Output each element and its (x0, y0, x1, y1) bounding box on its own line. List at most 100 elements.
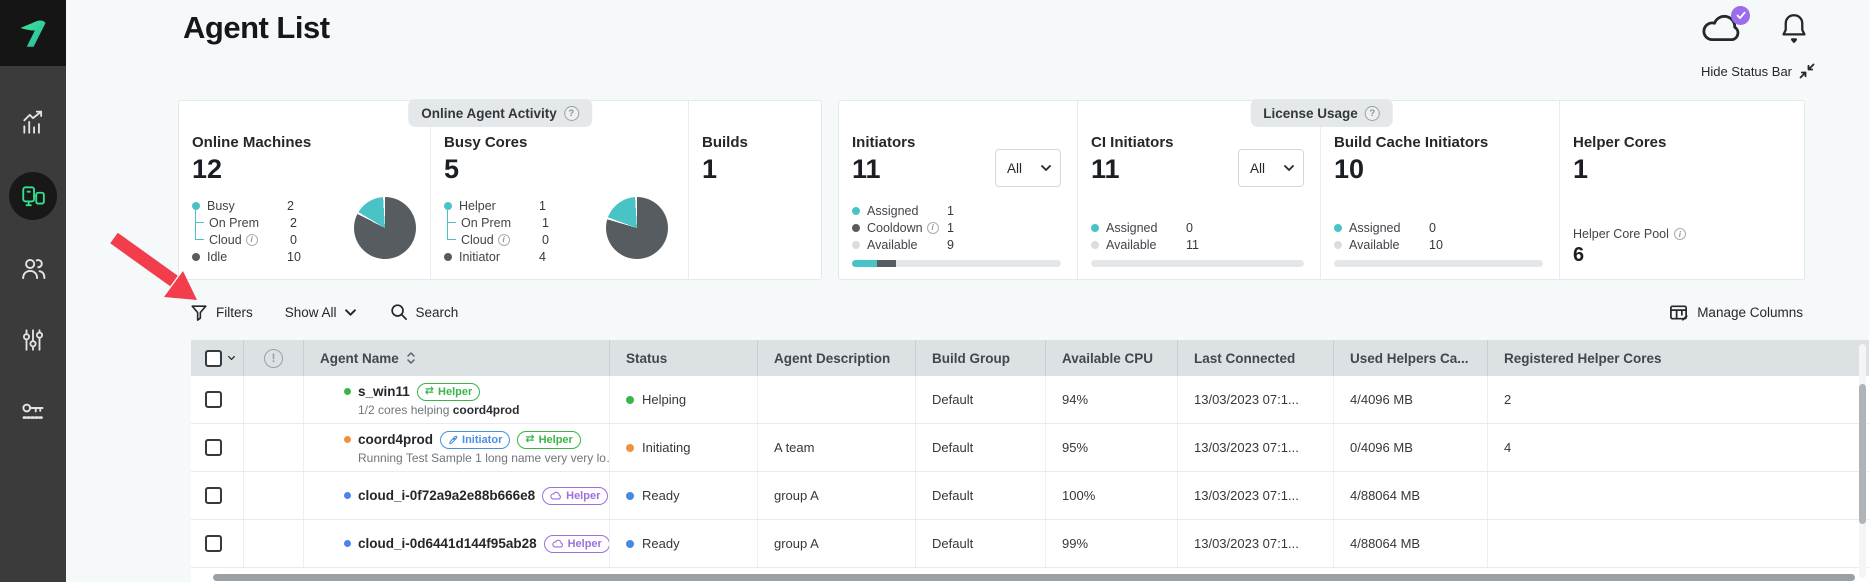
legend-value: 2 (290, 215, 297, 230)
agent-name: coord4prod (358, 432, 434, 447)
sidebar (0, 0, 66, 582)
legend-dot (1091, 240, 1099, 249)
notifications-button[interactable] (1780, 12, 1808, 49)
cloud-check-badge (1731, 6, 1750, 25)
row-checkbox[interactable] (205, 439, 222, 456)
alert-column-icon: ! (264, 348, 283, 368)
row-checkbox[interactable] (205, 535, 222, 552)
legend: Assigned 0 Available 11 (1091, 219, 1304, 253)
sort-icon[interactable] (406, 351, 416, 365)
legend-value: 11 (1186, 237, 1199, 252)
agent-name: cloud_i-0f72a9a2e88b666e8 (358, 488, 536, 503)
sidebar-item-users[interactable] (9, 244, 57, 292)
busy-cores-pie-chart (606, 197, 668, 259)
users-icon (21, 258, 45, 279)
sliders-icon (22, 329, 44, 351)
select-all-checkbox[interactable] (205, 349, 222, 367)
filters-button[interactable]: Filters (190, 303, 253, 322)
column-header-build-group: Build Group (916, 340, 1046, 376)
status-label: Initiating (642, 440, 691, 455)
legend-dot (852, 206, 860, 215)
show-all-dropdown[interactable]: Show All (285, 305, 356, 320)
chevron-down-icon[interactable] (228, 355, 235, 361)
swap-icon: ⇄ (424, 385, 435, 397)
table-row[interactable]: s_win11 ⇄ Helper 1/2 cores helping coord… (191, 376, 1869, 424)
legend-dot (1334, 223, 1342, 232)
status-dot (626, 395, 634, 404)
sidebar-item-licenses[interactable] (9, 388, 57, 436)
available-cpu: 99% (1062, 536, 1089, 551)
row-checkbox[interactable] (205, 391, 222, 408)
agent-description: group A (774, 488, 819, 503)
online-agent-activity-panel: Online Agent Activity ? Online Machines … (178, 99, 822, 280)
legend-dot (192, 201, 200, 210)
cloud-status-button[interactable] (1700, 6, 1750, 47)
info-icon[interactable]: i (1673, 228, 1686, 240)
cloud-icon (550, 491, 562, 500)
tile-title: Busy Cores (444, 134, 528, 151)
table-row[interactable]: coord4prod Initiator ⇄ Helper Running Te… (191, 424, 1869, 472)
legend-value: 10 (287, 249, 301, 264)
info-icon[interactable]: i (245, 233, 258, 246)
build-group: Default (932, 440, 974, 455)
hide-status-bar-label: Hide Status Bar (1700, 63, 1792, 79)
license-usage-panel: License Usage ? Initiators All 11 Assign… (838, 99, 1805, 280)
build-group: Default (932, 488, 974, 503)
legend-dot (192, 252, 200, 261)
key-icon (21, 403, 43, 419)
legend-label: Assigned (1349, 220, 1401, 235)
info-icon[interactable]: i (926, 221, 939, 234)
legend-value: 0 (1186, 220, 1193, 235)
info-icon[interactable]: i (497, 233, 510, 246)
legend-value: 0 (1429, 220, 1436, 235)
vertical-scrollbar-thumb[interactable] (1859, 384, 1866, 524)
last-connected: 13/03/2023 07:1... (1194, 536, 1299, 551)
used-helpers: 4/4096 MB (1350, 392, 1413, 407)
help-icon[interactable]: ? (563, 105, 579, 121)
agent-status-dot (344, 436, 351, 443)
online-machines-tile: Online Machines 12 Busy 2 On Prem 2 Clou… (179, 101, 431, 279)
agent-subtitle: Running Test Sample 1 long name very ver… (358, 450, 610, 465)
table-row[interactable]: cloud_i-0d6441d144f95ab28 Helper Ready g… (191, 520, 1869, 568)
help-icon[interactable]: ? (1364, 105, 1380, 121)
legend: Assigned 0 Available 10 (1334, 219, 1543, 253)
search-icon (390, 304, 407, 320)
hide-status-bar-button[interactable]: Hide Status Bar (1655, 63, 1815, 79)
legend-dot (444, 252, 452, 261)
cloud-helper-badge: Helper (542, 486, 609, 505)
tile-value: 11 (852, 154, 881, 184)
horizontal-scrollbar-thumb[interactable] (213, 574, 1855, 581)
legend-label: Cloud (461, 232, 494, 247)
sidebar-item-settings[interactable] (9, 316, 57, 364)
ci-initiators-filter-dropdown[interactable]: All (1238, 149, 1304, 187)
legend-dot (1091, 223, 1099, 232)
app-logo[interactable] (0, 0, 66, 66)
initiators-filter-dropdown[interactable]: All (995, 149, 1061, 187)
status-dot (626, 443, 634, 452)
agent-status-dot (344, 388, 351, 395)
agent-name: s_win11 (358, 384, 410, 399)
legend-value: 1 (947, 220, 954, 235)
legend-label: Cloud (209, 232, 242, 247)
column-header-registered-helper-cores: Registered Helper Cores (1504, 350, 1662, 366)
search-button[interactable]: Search (390, 303, 459, 321)
legend-label: Initiator (459, 249, 500, 264)
last-connected: 13/03/2023 07:1... (1194, 488, 1299, 503)
header-actions (1700, 6, 1808, 49)
status-dot (626, 539, 634, 548)
sidebar-item-dashboard[interactable] (9, 99, 57, 147)
search-label: Search (415, 304, 459, 320)
build-group: Default (932, 392, 974, 407)
legend-value: 10 (1429, 237, 1443, 252)
table-row[interactable]: cloud_i-0f72a9a2e88b666e8 Helper Ready g… (191, 472, 1869, 520)
agent-description: group A (774, 536, 819, 551)
row-checkbox[interactable] (205, 487, 222, 504)
tile-value: 1 (702, 154, 718, 184)
column-header-agent-name[interactable]: Agent Name (304, 340, 610, 376)
sidebar-item-agents[interactable] (9, 172, 57, 220)
build-group: Default (932, 536, 974, 551)
bell-icon (1782, 14, 1806, 43)
used-helpers: 4/88064 MB (1350, 536, 1421, 551)
manage-columns-button[interactable]: Manage Columns (1669, 303, 1803, 322)
legend: Helper 1 On Prem 1 Cloud i 0 Initiator 4 (444, 197, 672, 265)
